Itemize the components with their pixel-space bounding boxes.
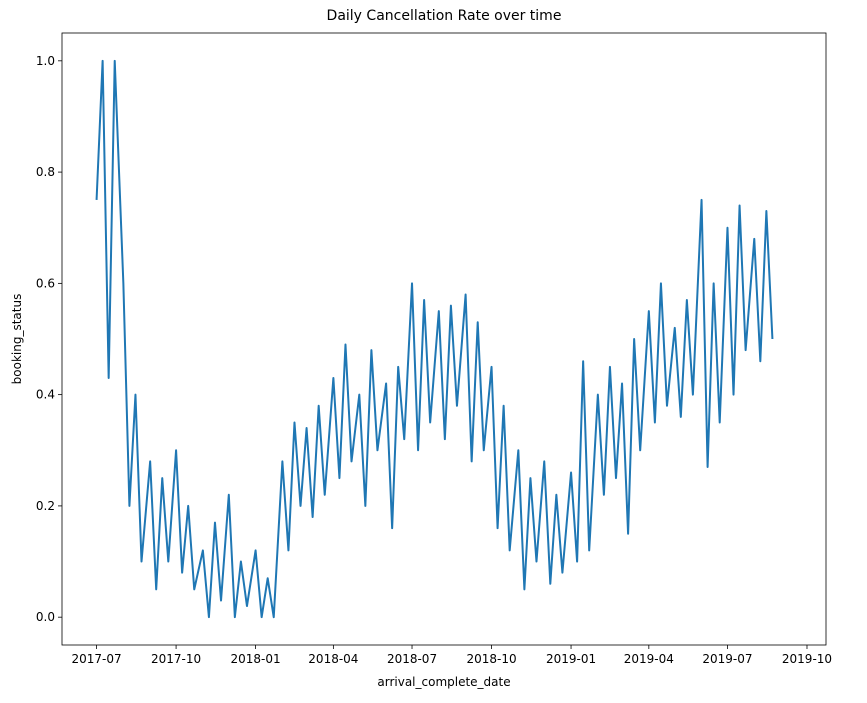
x-tick-label: 2018-04 — [308, 652, 358, 666]
x-tick-label: 2019-01 — [546, 652, 596, 666]
y-tick-label: 0.2 — [36, 499, 55, 513]
x-tick-label: 2018-07 — [387, 652, 437, 666]
x-tick-label: 2019-07 — [702, 652, 752, 666]
y-tick-label: 0.8 — [36, 165, 55, 179]
x-tick-label: 2017-10 — [151, 652, 201, 666]
y-tick-label: 0.0 — [36, 610, 55, 624]
x-tick-label: 2018-01 — [231, 652, 281, 666]
chart-title: Daily Cancellation Rate over time — [327, 8, 562, 24]
x-tick-label: 2019-10 — [782, 652, 832, 666]
x-tick-label: 2018-10 — [466, 652, 516, 666]
y-axis-label: booking_status — [10, 294, 24, 385]
data-line — [95, 59, 774, 619]
x-tick-label: 2017-07 — [71, 652, 121, 666]
y-tick-label: 0.4 — [36, 388, 55, 402]
y-tick-label: 0.6 — [36, 276, 55, 290]
plot-frame — [61, 32, 827, 646]
y-tick-label: 1.0 — [36, 54, 55, 68]
x-tick-label: 2019-04 — [624, 652, 674, 666]
x-axis-label: arrival_complete_date — [377, 675, 510, 689]
